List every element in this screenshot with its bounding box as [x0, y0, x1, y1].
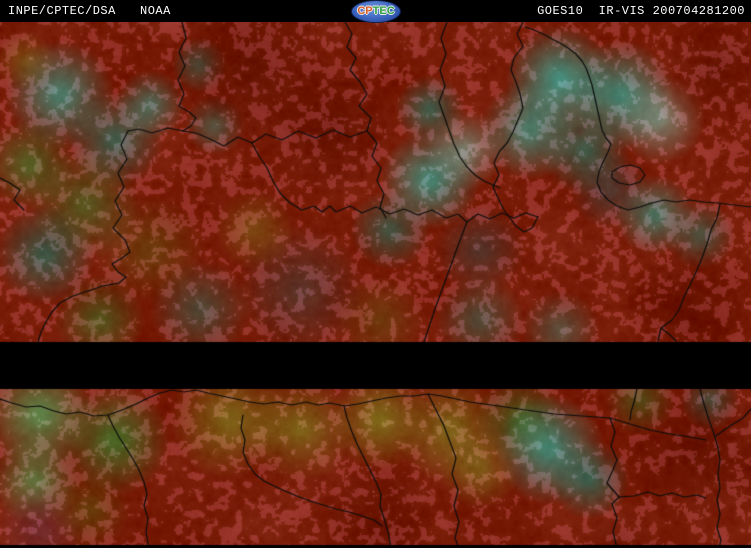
- satellite-image: [0, 22, 751, 548]
- cptec-logo-text: CPTEC: [357, 5, 395, 17]
- agency-label: INPE/CPTEC/DSA: [8, 4, 116, 18]
- noaa-label: NOAA: [140, 4, 171, 18]
- header-bar: INPE/CPTEC/DSA NOAA CPTEC GOES10 IR-VIS …: [0, 0, 751, 23]
- cptec-logo: CPTEC: [351, 0, 401, 23]
- product-timestamp-label: GOES10 IR-VIS 200704281200: [537, 4, 745, 18]
